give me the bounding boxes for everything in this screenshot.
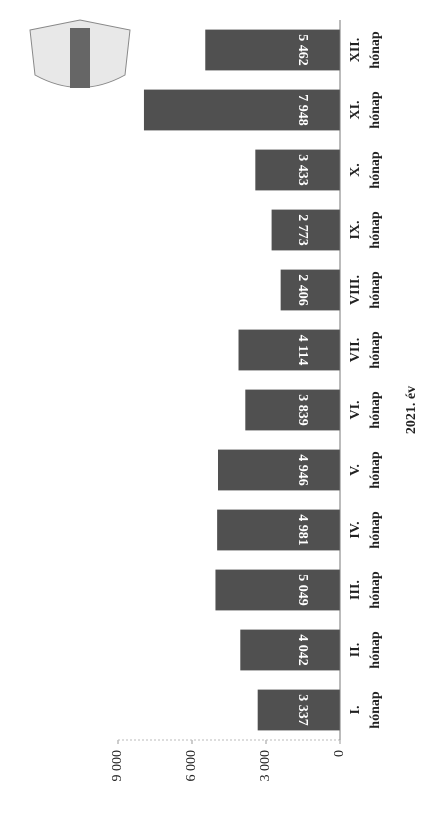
- x-tick-label: hónap: [368, 631, 383, 669]
- x-tick-label: XII.: [348, 38, 363, 63]
- x-tick-label: VI.: [348, 400, 363, 419]
- x-tick-label: I.: [348, 706, 363, 715]
- x-tick-label: IX.: [348, 220, 363, 239]
- x-axis-title: 2021. év: [404, 386, 419, 434]
- x-tick-label: VIII.: [348, 275, 363, 305]
- x-tick-label: hónap: [368, 331, 383, 369]
- logo: [29, 19, 131, 88]
- value-label: 7 948: [295, 94, 310, 126]
- x-tick-label: hónap: [368, 391, 383, 429]
- value-label: 3 433: [295, 154, 310, 186]
- bar: [217, 509, 340, 551]
- y-tick-label: 3 000: [258, 750, 273, 782]
- x-tick-label: VII.: [348, 338, 363, 363]
- value-label: 4 981: [295, 514, 310, 546]
- x-tick-label: hónap: [368, 271, 383, 309]
- bar: [143, 89, 340, 131]
- bar: [245, 389, 341, 431]
- x-tick-label: hónap: [368, 31, 383, 69]
- x-tick-label: hónap: [368, 91, 383, 129]
- x-tick-label: IV.: [348, 521, 363, 538]
- value-label: 5 462: [295, 34, 310, 66]
- x-tick-label: V.: [348, 464, 363, 476]
- y-tick-label: 0: [332, 750, 347, 757]
- x-tick-label: hónap: [368, 451, 383, 489]
- x-tick-label: hónap: [368, 571, 383, 609]
- bar: [280, 269, 341, 311]
- x-tick-label: hónap: [368, 151, 383, 189]
- bar: [257, 689, 341, 731]
- x-tick-label: hónap: [368, 691, 383, 729]
- x-tick-label: X.: [348, 163, 363, 177]
- bar: [217, 449, 341, 491]
- bar: [238, 329, 340, 371]
- value-label: 2 773: [295, 214, 310, 246]
- value-label: 2 406: [295, 274, 310, 306]
- plot: 2021. év 0 3 000 6 000 9 000 I. hónap 3 337 II.…: [110, 20, 419, 782]
- value-label: 5 049: [295, 574, 310, 606]
- x-tick-label: hónap: [368, 211, 383, 249]
- bar: [255, 149, 340, 191]
- bar: [271, 209, 340, 251]
- value-label: 4 042: [295, 634, 310, 666]
- bar: [240, 629, 340, 671]
- bar: [215, 569, 340, 611]
- x-tick-label: hónap: [368, 511, 383, 549]
- value-label: 3 839: [295, 394, 310, 426]
- x-tick-label: II.: [348, 643, 363, 657]
- x-tick-label: III.: [348, 580, 363, 600]
- bar: [205, 29, 340, 71]
- x-tick-label: XI.: [348, 100, 363, 119]
- value-label: 4 946: [295, 454, 310, 486]
- y-tick-label: 9 000: [110, 750, 125, 782]
- value-label: 4 114: [295, 335, 310, 366]
- y-tick-label: 6 000: [184, 750, 199, 782]
- logo-bar: [70, 28, 90, 88]
- value-label: 3 337: [295, 694, 310, 726]
